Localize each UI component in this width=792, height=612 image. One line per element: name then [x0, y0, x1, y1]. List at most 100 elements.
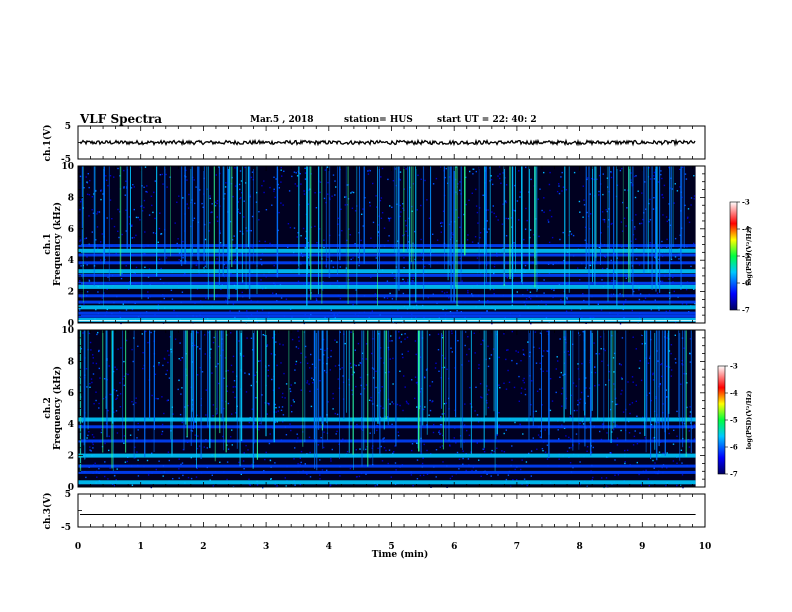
- noise-speck: [490, 175, 492, 177]
- noise-speck: [659, 383, 661, 386]
- noise-speck: [579, 211, 581, 213]
- noise-speck: [181, 462, 184, 464]
- noise-speck: [113, 176, 115, 178]
- noise-speck: [212, 415, 214, 417]
- noise-speck: [166, 186, 168, 188]
- noise-speck: [402, 278, 404, 281]
- noise-speck: [215, 413, 218, 415]
- noise-speck: [188, 193, 190, 196]
- noise-speck: [230, 364, 233, 367]
- noise-speck: [613, 371, 615, 373]
- noise-speck: [472, 168, 474, 170]
- noise-speck: [92, 354, 94, 356]
- noise-speck: [444, 357, 446, 359]
- noise-speck: [598, 190, 600, 193]
- noise-speck: [475, 469, 477, 472]
- noise-speck: [132, 403, 135, 406]
- noise-speck: [300, 252, 303, 255]
- noise-speck: [79, 240, 81, 242]
- noise-speck: [520, 468, 522, 471]
- colorbar-tick-label: -7: [730, 470, 738, 479]
- noise-speck: [242, 280, 244, 282]
- noise-speck: [133, 208, 135, 211]
- noise-speck: [370, 400, 373, 402]
- ch2-colorbar: [717, 365, 726, 475]
- noise-speck: [630, 240, 632, 242]
- noise-speck: [492, 205, 494, 207]
- noise-speck: [606, 267, 608, 270]
- noise-speck: [397, 240, 399, 242]
- noise-speck: [166, 369, 168, 372]
- noise-speck: [582, 423, 585, 425]
- noise-speck: [679, 186, 681, 188]
- noise-speck: [80, 424, 83, 426]
- noise-speck: [216, 216, 218, 218]
- noise-speck: [344, 196, 346, 198]
- noise-speck: [535, 362, 538, 364]
- noise-speck: [104, 461, 106, 463]
- noise-speck: [365, 358, 367, 360]
- noise-speck: [395, 469, 397, 471]
- noise-speck: [414, 230, 416, 233]
- noise-speck: [204, 353, 206, 355]
- noise-speck: [504, 200, 507, 202]
- noise-speck: [250, 299, 252, 302]
- noise-speck: [628, 432, 631, 434]
- noise-speck: [109, 393, 111, 396]
- noise-speck: [461, 280, 463, 282]
- noise-speck: [116, 468, 118, 470]
- noise-speck: [210, 211, 212, 214]
- noise-speck: [319, 416, 321, 418]
- noise-speck: [115, 398, 117, 400]
- noise-speck: [471, 241, 474, 243]
- noise-speck: [688, 221, 691, 223]
- noise-speck: [230, 332, 232, 334]
- noise-speck: [161, 433, 163, 435]
- noise-speck: [475, 170, 477, 173]
- noise-speck: [388, 449, 391, 451]
- noise-speck: [84, 238, 86, 240]
- noise-speck: [357, 256, 360, 259]
- noise-speck: [95, 391, 97, 393]
- noise-speck: [181, 387, 183, 389]
- noise-speck: [239, 230, 241, 232]
- noise-speck: [644, 437, 646, 439]
- noise-speck: [613, 428, 615, 431]
- noise-speck: [80, 201, 82, 203]
- noise-speck: [380, 357, 382, 359]
- noise-speck: [134, 446, 136, 448]
- noise-speck: [306, 382, 308, 384]
- noise-speck: [535, 410, 537, 412]
- noise-speck: [218, 382, 220, 385]
- noise-speck: [673, 290, 675, 293]
- noise-speck: [605, 209, 607, 211]
- noise-speck: [116, 368, 118, 371]
- noise-speck: [681, 303, 684, 305]
- noise-speck: [227, 369, 229, 372]
- noise-speck: [549, 409, 552, 412]
- noise-speck: [125, 180, 127, 182]
- noise-speck: [377, 235, 379, 237]
- noise-speck: [666, 396, 668, 398]
- noise-speck: [271, 204, 273, 206]
- noise-speck: [513, 386, 516, 389]
- noise-speck: [146, 185, 148, 187]
- noise-speck: [455, 442, 457, 444]
- x-tick-label: 4: [326, 542, 332, 552]
- noise-speck: [523, 354, 526, 356]
- noise-speck: [633, 175, 636, 178]
- noise-speck: [168, 377, 171, 379]
- noise-speck: [635, 400, 637, 402]
- noise-speck: [674, 237, 677, 240]
- noise-speck: [612, 421, 615, 423]
- frequency-band: [78, 244, 696, 248]
- noise-speck: [473, 332, 475, 334]
- noise-speck: [543, 279, 545, 281]
- noise-speck: [586, 450, 588, 452]
- noise-speck: [296, 185, 298, 187]
- noise-speck: [579, 398, 582, 400]
- noise-speck: [281, 406, 284, 408]
- noise-speck: [616, 437, 619, 439]
- noise-speck: [539, 332, 542, 334]
- noise-speck: [634, 228, 636, 230]
